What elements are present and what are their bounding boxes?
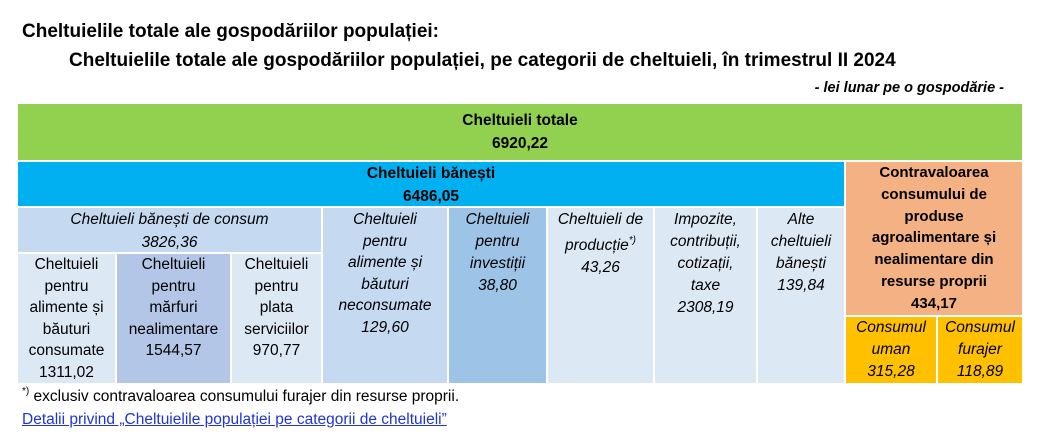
investments-line-2: pentru [475,233,520,250]
food-not-consumed-cell: Cheltuieli pentru alimente și băuturi ne… [322,207,448,384]
money-expenses-cell: Cheltuieli bănești 6486,05 [17,161,845,207]
taxes-line-1: Impozite, [674,211,737,228]
fodder-consumption-value: 118,89 [956,363,1004,380]
consumption-expenses-label: Cheltuieli bănești de consum [70,211,269,228]
other-money-cell: Alte cheltuieli bănești 139,84 [757,207,845,384]
investments-line-3: investiții [469,255,526,272]
consumption-expenses-value: 3826,36 [141,234,198,251]
other-money-line-1: Alte [787,211,815,228]
food-not-consumed-line-4: băuturi [361,275,409,293]
footnote-mark: *) [22,386,30,397]
other-money-value: 139,84 [777,277,825,294]
non-food-goods-line-1: Cheltuieli [141,256,206,273]
own-resources-value: 434,17 [911,294,957,312]
food-not-consumed-line-2: pentru [363,232,407,250]
human-consumption-value: 315,28 [867,363,915,380]
total-expenses-label: Cheltuieli totale [462,112,578,129]
services-line-3: plata [259,299,294,316]
own-resources-cell: Contravaloarea consumului de produse agr… [845,161,1023,316]
fodder-consumption-line-1: Consumul [945,319,1015,336]
unit-note: - lei lunar pe o gospodărie - [814,80,1004,96]
consumption-expenses-cell: Cheltuieli bănești de consum 3826,36 [17,207,322,253]
food-consumed-value: 1311,02 [39,363,94,381]
taxes-cell: Impozite, contribuții, cotizații, taxe 2… [654,207,757,384]
food-consumed-line-2: pentru [44,277,89,295]
taxes-line-4: taxe [690,277,721,294]
own-resources-line-4: agroalimentare și [871,229,997,247]
food-not-consumed-line-5: neconsumate [338,297,432,314]
production-footnote-mark: *) [628,235,636,246]
money-expenses-label: Cheltuieli bănești [366,165,496,182]
page-title: Cheltuielile totale ale gospodăriilor po… [22,21,439,42]
non-food-goods-line-2: pentru [151,277,196,295]
own-resources-line-2: consumului de [881,185,987,203]
food-consumed-line-1: Cheltuieli [34,256,99,273]
own-resources-line-1: Contravaloarea [879,164,989,181]
other-money-line-3: bănești [776,255,826,272]
food-not-consumed-value: 129,60 [361,318,409,336]
investments-cell: Cheltuieli pentru investiții 38,80 [448,207,547,384]
production-line-2-text: producție [565,237,629,255]
money-expenses-value: 6486,05 [402,188,460,205]
services-line-1: Cheltuieli [244,256,309,273]
production-cell: Cheltuieli de producție*) 43,26 [547,207,654,384]
non-food-goods-cell: Cheltuieli pentru mărfuri nealimentare 1… [116,253,231,384]
footnote-text: exclusiv contravaloarea consumului furaj… [29,388,460,405]
human-consumption-line-1: Consumul [856,319,926,336]
footnote: *) exclusiv contravaloarea consumului fu… [22,386,460,406]
production-value: 43,26 [581,259,620,277]
taxes-line-3: cotizații, [677,255,734,272]
taxes-line-2: contribuții, [670,233,741,250]
taxes-value: 2308,19 [677,299,734,316]
details-link[interactable]: Detalii privind „Cheltuielile populației… [22,411,447,428]
human-consumption-line-2: uman [871,341,911,358]
food-consumed-cell: Cheltuieli pentru alimente și băuturi co… [17,253,116,384]
services-line-2: pentru [254,277,299,295]
investments-line-1: Cheltuieli [465,211,530,228]
food-consumed-line-5: consumate [28,342,105,359]
fodder-consumption-cell: Consumul furajer 118,89 [937,316,1023,384]
non-food-goods-line-3: mărfuri [149,299,198,316]
other-money-line-2: cheltuieli [770,233,832,250]
human-consumption-cell: Consumul uman 315,28 [845,316,937,384]
services-line-4: serviciilor [244,320,309,338]
production-line-2: producție*) [548,231,653,257]
food-consumed-line-4: băuturi [42,320,91,338]
investments-value: 38,80 [478,277,517,294]
total-expenses-value: 6920,22 [491,135,549,152]
own-resources-line-6: resurse proprii [881,272,987,290]
table-title: Cheltuielile totale ale gospodăriilor po… [69,50,896,71]
non-food-goods-value: 1544,57 [145,342,202,359]
production-line-1: Cheltuieli de [557,211,644,228]
food-not-consumed-line-1: Cheltuieli [353,211,417,228]
own-resources-line-3: produse [904,207,964,225]
food-consumed-line-3: alimente și [29,299,104,316]
own-resources-line-5: nealimentare din [874,251,994,269]
non-food-goods-line-4: nealimentare [128,320,219,338]
services-value: 970,77 [252,342,301,359]
food-not-consumed-line-3: alimente și [347,254,423,271]
services-cell: Cheltuieli pentru plata serviciilor 970,… [231,253,322,384]
fodder-consumption-line-2: furajer [958,341,1002,358]
total-expenses-cell: Cheltuieli totale 6920,22 [17,103,1023,161]
